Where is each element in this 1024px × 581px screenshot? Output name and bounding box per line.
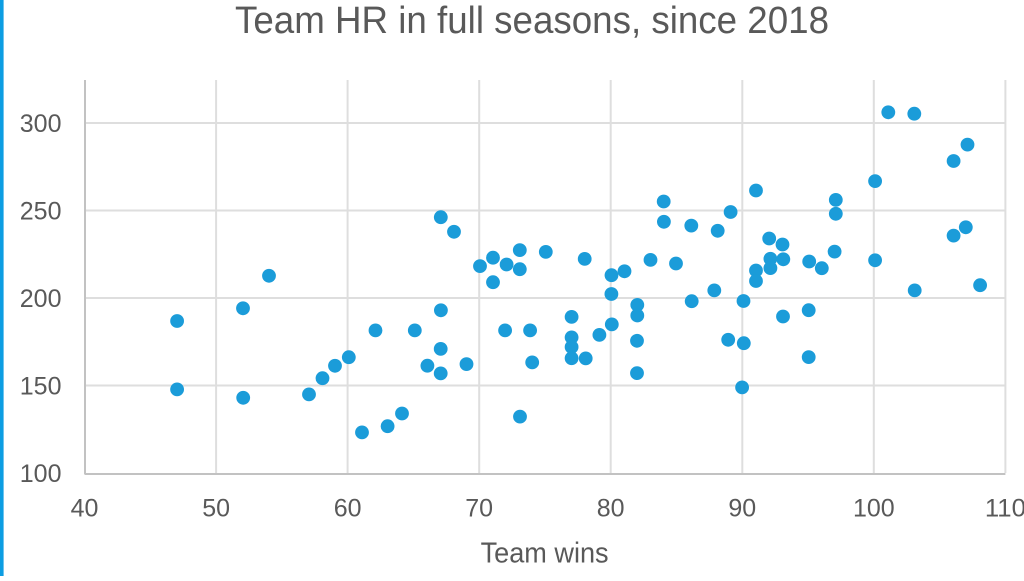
svg-text:300: 300: [20, 110, 62, 138]
svg-text:200: 200: [20, 285, 62, 313]
svg-text:70: 70: [465, 495, 493, 523]
svg-text:60: 60: [334, 495, 362, 523]
svg-text:50: 50: [202, 495, 230, 523]
svg-text:Team wins: Team wins: [481, 538, 609, 570]
svg-text:110: 110: [985, 495, 1024, 523]
svg-text:250: 250: [20, 197, 62, 225]
svg-text:100: 100: [853, 495, 895, 523]
svg-text:90: 90: [728, 495, 756, 523]
svg-text:Team HR in full seasons, since: Team HR in full seasons, since 2018: [235, 0, 829, 42]
svg-text:80: 80: [597, 495, 625, 523]
svg-text:40: 40: [71, 495, 99, 523]
svg-text:100: 100: [20, 460, 62, 488]
svg-text:150: 150: [20, 372, 62, 400]
